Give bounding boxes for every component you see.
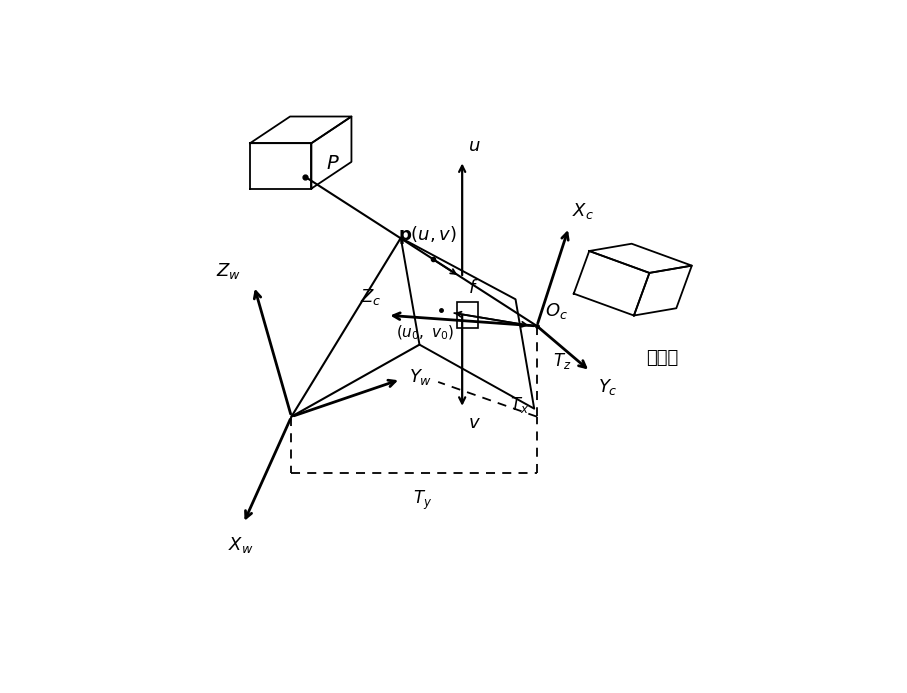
- Text: $u$: $u$: [467, 137, 480, 155]
- Text: $O_c$: $O_c$: [545, 301, 568, 321]
- Text: $(u_0,\ v_0)$: $(u_0,\ v_0)$: [395, 324, 454, 342]
- Text: $X_c$: $X_c$: [571, 201, 593, 221]
- Bar: [457, 302, 478, 328]
- Text: $v$: $v$: [467, 414, 481, 432]
- Text: $Y_w$: $Y_w$: [409, 367, 432, 387]
- Text: $Z_c$: $Z_c$: [359, 288, 381, 307]
- Text: $T_z$: $T_z$: [553, 351, 571, 371]
- Text: $\mathbf{p}(u, v)$: $\mathbf{p}(u, v)$: [398, 224, 457, 246]
- Text: $T_y$: $T_y$: [413, 489, 432, 512]
- Text: $Z_w$: $Z_w$: [216, 261, 240, 281]
- Text: $f$: $f$: [467, 279, 478, 297]
- Text: $P$: $P$: [327, 154, 340, 173]
- Text: 摄像机: 摄像机: [647, 349, 678, 367]
- Text: $X_w$: $X_w$: [228, 535, 253, 555]
- Text: $T_x$: $T_x$: [510, 395, 529, 415]
- Text: $Y_c$: $Y_c$: [599, 377, 618, 396]
